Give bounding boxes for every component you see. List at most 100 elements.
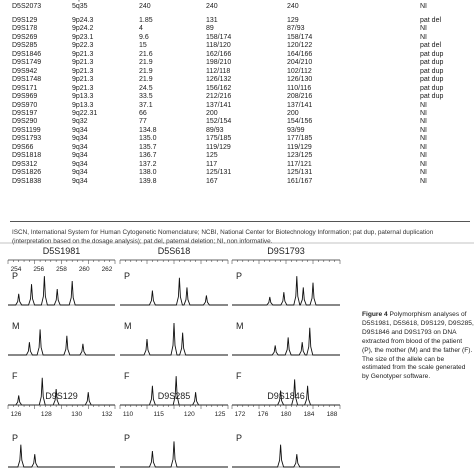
table-cell: D9S1838 <box>12 177 42 185</box>
table-cell: 162/166 <box>206 50 232 58</box>
table-cell: D9S1793 <box>12 135 42 143</box>
scale-tick-label: 254 <box>11 266 22 273</box>
table-cell: 183 <box>139 0 151 3</box>
scale-tick-label: 184 <box>304 411 315 418</box>
table-cell: 240 <box>139 3 151 11</box>
panel-title-d9s129: D9S129 <box>45 391 78 401</box>
panel-title-d5s1981: D5S1981 <box>43 246 81 256</box>
table-cell: 204/210 <box>287 59 313 67</box>
table-cell: 66 <box>139 109 147 117</box>
table-row: D9S970 9p13.3 37.1 137/141 137/141 NI <box>10 102 470 110</box>
table-cell: D9S171 <box>12 84 38 92</box>
table-cell: D5S2073 <box>12 3 42 11</box>
panel-title-d9s285: D9S285 <box>158 391 191 401</box>
table-cell: 9p21.3 <box>72 50 94 58</box>
table-cell: D9S197 <box>12 109 38 117</box>
trace-peaks <box>120 322 228 356</box>
panel-title-d5s618: D5S618 <box>158 246 191 256</box>
table-cell: 137/141 <box>287 101 313 109</box>
table-cell: 156/162 <box>206 84 232 92</box>
table-row: D9S171 9p21.3 24.5 156/162 110/116 pat dup <box>10 85 470 93</box>
table-cell: 201 <box>206 0 218 3</box>
table-row: D9S942 9p21.3 21.9 112/118 102/112 pat dup <box>10 68 470 76</box>
table-cell: NI <box>420 126 427 134</box>
table-cell: 119/129 <box>206 143 231 151</box>
table-row: D9S285 9p22.3 15 118/120 120/122 pat del <box>10 42 470 50</box>
table-cell: 125/131 <box>206 169 232 177</box>
table-cell: D9S290 <box>12 118 38 126</box>
table-cell: 161/167 <box>287 177 313 185</box>
table-cell: 1.85 <box>139 17 153 24</box>
table-cell: 37.1 <box>139 101 153 109</box>
table-cell: D9S942 <box>12 67 38 75</box>
table-cell: 9p21.3 <box>72 84 94 92</box>
figure-caption: Figure 4 Polymorphism analyses of D5S198… <box>362 311 474 382</box>
table-cell: 21.9 <box>139 67 153 75</box>
table-cell: pat dup <box>420 76 444 84</box>
table-footnote: ISCN, International System for Human Cyt… <box>12 229 434 245</box>
table-cell: pat dup <box>420 59 444 67</box>
table-cell: D9S178 <box>12 25 38 33</box>
trace-label: P <box>12 271 18 281</box>
table-cell: 240 <box>206 3 218 11</box>
table-cell: pat del <box>420 17 442 24</box>
table-cell: 125/131 <box>287 169 313 177</box>
table-cell: 15 <box>139 42 147 50</box>
table-cell: 154/156 <box>287 118 313 126</box>
table-cell: 89/93 <box>206 126 224 134</box>
panel-title-d9s1793: D9S1793 <box>267 246 305 256</box>
table-cell: 135.7 <box>139 143 157 151</box>
table-cell: D9S129 <box>12 17 38 24</box>
table-row: D9S290 9q32 77 152/154 154/156 NI <box>10 118 470 126</box>
table-cell: 9q34 <box>72 169 88 177</box>
trace-label: P <box>124 271 130 281</box>
table-cell: 240 <box>287 3 299 11</box>
trace-label: P <box>124 433 130 443</box>
table-row: D9S1199 9q34 134.8 89/93 93/99 NI <box>10 127 470 135</box>
table-cell: 9q34 <box>72 160 88 168</box>
table-cell: 93/99 <box>287 126 305 134</box>
trace-peaks <box>8 276 115 306</box>
table-cell: 112/118 <box>206 67 231 75</box>
table-cell: 9q34 <box>72 152 88 160</box>
table-cell: D9S1748 <box>12 76 42 84</box>
table-row: D9S312 9q34 137.2 117 117/121 NI <box>10 161 470 169</box>
table-cell: 137/141 <box>206 101 232 109</box>
table-cell: 138.0 <box>139 169 157 177</box>
table-cell: 200 <box>206 109 218 117</box>
table-cell: 4 <box>139 25 143 33</box>
table-cell: NI <box>420 160 427 168</box>
table-cell: NI <box>420 0 427 3</box>
scale-tick-label: 176 <box>258 411 269 418</box>
table-cell: 9q32 <box>72 118 88 126</box>
trace-label: M <box>12 321 20 331</box>
table-cell: pat del <box>420 42 442 50</box>
table-cell: 9p13.3 <box>72 101 94 109</box>
table-cell: NI <box>420 135 427 143</box>
table-cell: 175/185 <box>206 135 232 143</box>
table-cell: 9p23.1 <box>72 33 94 41</box>
table-cell: 9p24.3 <box>72 17 94 24</box>
table-cell: 123/125 <box>287 152 313 160</box>
table-row: D9S1826 9q34 138.0 125/131 125/131 NI <box>10 169 470 177</box>
table-row: D9S1749 9p21.3 21.9 198/210 204/210 pat dup <box>10 59 470 67</box>
trace-label: F <box>124 371 130 381</box>
table-cell: 9q34 <box>72 135 88 143</box>
trace-label: F <box>236 371 242 381</box>
table-row: D9S269 9p23.1 9.6 158/174 158/174 NI <box>10 34 470 42</box>
table-row: D9S1748 9p21.3 21.9 126/132 126/130 pat dup <box>10 76 470 84</box>
table-cell: NI <box>420 3 427 11</box>
table-cell: NI <box>420 109 427 117</box>
scale-tick-label: 180 <box>281 411 292 418</box>
scale-tick-label: 130 <box>71 411 82 418</box>
scale-tick-label: 258 <box>56 266 67 273</box>
scale-tick-label: 172 <box>235 411 246 418</box>
table-cell: 9p22.3 <box>72 42 94 50</box>
table-cell: NI <box>420 152 427 160</box>
table-cell: 129 <box>287 17 299 24</box>
scale-tick-label: 120 <box>184 411 195 418</box>
table-row: D9S1838 9q34 139.8 167 161/167 NI <box>10 178 470 186</box>
table-cell: 21.9 <box>139 76 153 84</box>
figure-caption-text: Polymorphism analyses of D5S1981, D5S618… <box>362 311 474 381</box>
